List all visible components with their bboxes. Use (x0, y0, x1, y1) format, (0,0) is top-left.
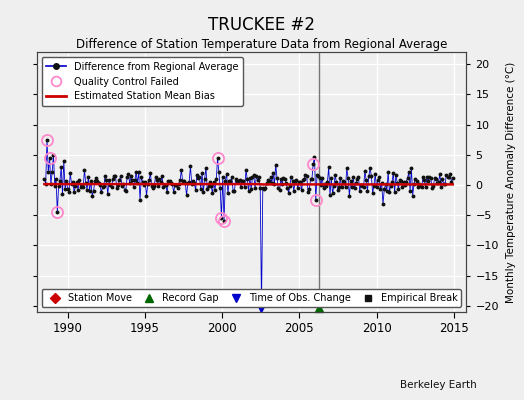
Y-axis label: Monthly Temperature Anomaly Difference (°C): Monthly Temperature Anomaly Difference (… (506, 61, 516, 303)
Text: Difference of Station Temperature Data from Regional Average: Difference of Station Temperature Data f… (77, 38, 447, 51)
Text: TRUCKEE #2: TRUCKEE #2 (209, 16, 315, 34)
Text: Berkeley Earth: Berkeley Earth (400, 380, 477, 390)
Legend: Station Move, Record Gap, Time of Obs. Change, Empirical Break: Station Move, Record Gap, Time of Obs. C… (41, 289, 461, 307)
